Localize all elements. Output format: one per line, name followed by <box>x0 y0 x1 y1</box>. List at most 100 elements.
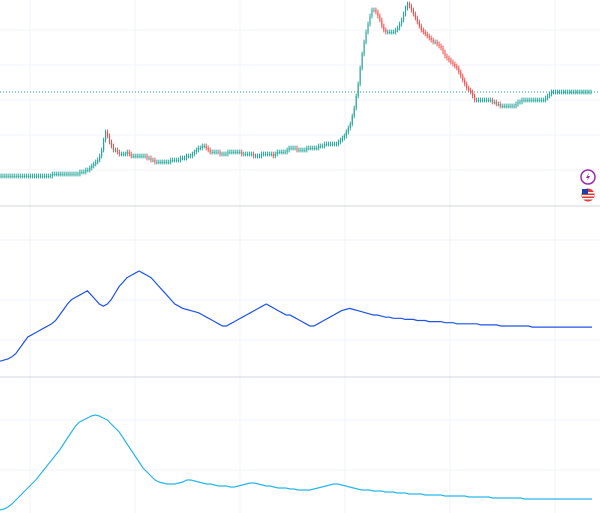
candle <box>325 144 328 145</box>
candle <box>193 152 195 154</box>
candle <box>397 28 399 30</box>
candle <box>132 156 134 157</box>
candle <box>99 156 101 160</box>
candle <box>101 150 103 156</box>
candle <box>568 92 570 93</box>
candle <box>460 72 462 76</box>
candle <box>6 176 8 177</box>
candle <box>274 154 276 156</box>
candle <box>363 42 365 54</box>
candle <box>290 148 292 149</box>
candle <box>41 176 44 177</box>
candle <box>91 166 93 168</box>
candle <box>87 170 89 171</box>
candle <box>550 92 553 94</box>
candle <box>71 174 73 175</box>
candle <box>251 154 253 155</box>
candle <box>365 32 367 42</box>
candle <box>395 30 397 32</box>
candle <box>351 116 353 124</box>
candle <box>233 152 235 153</box>
candle <box>570 92 572 93</box>
candle <box>73 174 75 175</box>
candle <box>485 100 488 101</box>
candle <box>258 156 261 157</box>
candle <box>211 152 213 153</box>
candle <box>458 68 460 72</box>
candle <box>207 148 209 150</box>
candle <box>29 176 32 177</box>
candle <box>195 150 197 152</box>
candle <box>176 160 178 161</box>
candle <box>515 104 517 106</box>
candle <box>369 16 371 24</box>
candle <box>493 102 495 103</box>
candle <box>177 160 180 161</box>
candle <box>477 100 480 101</box>
candle <box>507 106 509 107</box>
candle <box>316 148 318 149</box>
candle <box>138 156 140 157</box>
candle <box>308 148 310 149</box>
candle <box>239 152 241 153</box>
candle <box>126 152 128 154</box>
candle <box>327 144 330 145</box>
candle <box>45 176 47 177</box>
candle <box>83 172 85 173</box>
candle <box>312 148 314 149</box>
candle <box>562 92 564 93</box>
candle <box>300 150 302 151</box>
candle <box>548 94 551 96</box>
candle <box>67 174 69 175</box>
candle <box>231 152 233 153</box>
candle <box>120 154 122 155</box>
candle <box>264 154 267 155</box>
candle <box>162 162 164 163</box>
candle <box>552 92 555 93</box>
flash-icon[interactable] <box>580 169 596 185</box>
candle <box>503 106 505 107</box>
candle <box>491 100 493 102</box>
candle <box>464 80 466 84</box>
candle <box>450 60 452 62</box>
candle <box>225 154 227 155</box>
candle <box>379 16 381 20</box>
candle <box>47 176 49 177</box>
candle <box>436 42 438 44</box>
candle <box>284 152 286 153</box>
candle <box>438 44 440 46</box>
candle <box>278 152 280 153</box>
candle <box>361 54 363 68</box>
candle <box>489 100 491 101</box>
candle <box>487 100 489 101</box>
candle <box>481 100 484 101</box>
candle <box>247 154 249 155</box>
candle <box>20 176 22 177</box>
candle <box>479 100 482 101</box>
candle <box>12 176 14 177</box>
candle <box>434 42 436 43</box>
candle <box>580 92 582 93</box>
candle <box>89 168 91 170</box>
candle <box>527 100 529 101</box>
candle <box>428 36 430 38</box>
candle <box>201 146 203 148</box>
candle <box>393 32 395 33</box>
candle <box>77 174 79 175</box>
candle <box>547 96 549 98</box>
candle <box>112 146 115 150</box>
candle <box>213 152 215 153</box>
candle <box>446 56 448 58</box>
candle <box>152 160 154 161</box>
candle <box>399 24 401 28</box>
candle <box>329 144 332 145</box>
us-flag-icon[interactable] <box>580 187 596 203</box>
candle <box>16 176 18 177</box>
candle <box>104 132 107 140</box>
candle <box>179 158 182 160</box>
candle <box>61 174 63 175</box>
candle <box>262 154 265 155</box>
candle <box>531 100 533 101</box>
candle <box>235 152 237 153</box>
